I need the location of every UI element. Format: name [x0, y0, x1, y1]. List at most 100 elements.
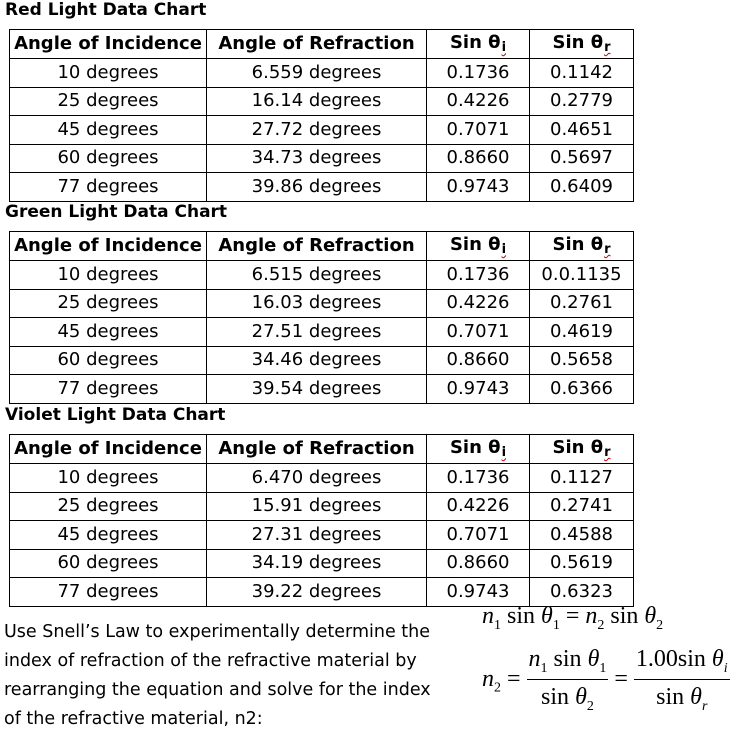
instructions-paragraph: Use Snell’s Law to experimentally determ… [4, 618, 462, 734]
header-sin-theta-r: Sin θr [529, 29, 634, 59]
incidence-cell: 60 degrees [9, 345, 207, 375]
table-row: 45 degrees 27.31 degrees 0.7071 0.4588 [9, 520, 634, 550]
sin-r-cell: 0.1142 [529, 58, 634, 88]
header-sin-theta-i: Sin θi [426, 231, 530, 261]
refraction-cell: 27.51 degrees [206, 317, 427, 347]
sin-r-cell: 0.6366 [529, 374, 634, 404]
refraction-cell: 15.91 degrees [206, 491, 427, 521]
table-row: 45 degrees 27.72 degrees 0.7071 0.4651 [9, 115, 634, 145]
violet-table-body: Angle of Incidence Angle of Refraction S… [9, 434, 634, 607]
refraction-cell: 6.559 degrees [206, 58, 427, 88]
sin-r-cell: 0.0.1135 [529, 260, 634, 290]
incidence-cell: 25 degrees [9, 288, 207, 318]
sin-i-cell: 0.9743 [426, 172, 530, 202]
table-row: 25 degrees 16.03 degrees 0.4226 0.2761 [9, 288, 634, 318]
sin-r-cell: 0.5697 [529, 143, 634, 173]
refraction-cell: 39.22 degrees [206, 577, 427, 607]
refraction-cell: 39.54 degrees [206, 374, 427, 404]
refraction-cell: 6.515 degrees [206, 260, 427, 290]
refraction-cell: 16.14 degrees [206, 86, 427, 116]
table-row: 25 degrees 16.14 degrees 0.4226 0.2779 [9, 86, 634, 116]
refraction-cell: 34.19 degrees [206, 548, 427, 578]
solved-n2-equation: n2 = n1 sin θ1 sin θ2 = 1.00sin θi sin θ… [482, 646, 730, 714]
table-row: 60 degrees 34.46 degrees 0.8660 0.5658 [9, 345, 634, 375]
refraction-cell: 34.73 degrees [206, 143, 427, 173]
incidence-cell: 25 degrees [9, 491, 207, 521]
sin-i-cell: 0.9743 [426, 577, 530, 607]
incidence-cell: 45 degrees [9, 520, 207, 550]
sin-r-cell: 0.4651 [529, 115, 634, 145]
header-angle-of-refraction: Angle of Refraction [206, 231, 427, 261]
table-row: 10 degrees 6.470 degrees 0.1736 0.1127 [9, 463, 634, 493]
header-angle-of-incidence: Angle of Incidence [9, 434, 207, 464]
sin-r-cell: 0.4588 [529, 520, 634, 550]
incidence-cell: 77 degrees [9, 577, 207, 607]
green-table-title: Green Light Data Chart [5, 202, 228, 222]
sin-r-cell: 0.2779 [529, 86, 634, 116]
table-header-row: Angle of Incidence Angle of Refraction S… [9, 29, 634, 59]
sin-i-cell: 0.7071 [426, 317, 530, 347]
sin-i-cell: 0.4226 [426, 86, 530, 116]
sin-r-cell: 0.2741 [529, 491, 634, 521]
sin-r-cell: 0.5658 [529, 345, 634, 375]
table-header-row: Angle of Incidence Angle of Refraction S… [9, 434, 634, 464]
sin-i-cell: 0.4226 [426, 288, 530, 318]
table-row: 10 degrees 6.515 degrees 0.1736 0.0.1135 [9, 260, 634, 290]
sin-r-cell: 0.6323 [529, 577, 634, 607]
green-light-table: Angle of Incidence Angle of Refraction S… [9, 231, 634, 404]
fraction-numeric: 1.00sin θi sin θr [633, 646, 730, 714]
sin-i-cell: 0.8660 [426, 345, 530, 375]
header-sin-theta-i: Sin θi [426, 29, 530, 59]
table-row: 77 degrees 39.86 degrees 0.9743 0.6409 [9, 172, 634, 202]
sin-i-cell: 0.9743 [426, 374, 530, 404]
header-sin-theta-r: Sin θr [529, 434, 634, 464]
green-table-body: Angle of Incidence Angle of Refraction S… [9, 231, 634, 404]
table-row: 45 degrees 27.51 degrees 0.7071 0.4619 [9, 317, 634, 347]
incidence-cell: 60 degrees [9, 548, 207, 578]
table-row: 25 degrees 15.91 degrees 0.4226 0.2741 [9, 491, 634, 521]
sin-i-cell: 0.8660 [426, 548, 530, 578]
instruction-line: rearranging the equation and solve for t… [4, 680, 431, 700]
header-angle-of-incidence: Angle of Incidence [9, 231, 207, 261]
incidence-cell: 77 degrees [9, 374, 207, 404]
instruction-line: Use Snell’s Law to experimentally determ… [4, 622, 430, 642]
sin-i-cell: 0.1736 [426, 260, 530, 290]
red-light-table: Angle of Incidence Angle of Refraction S… [9, 29, 634, 202]
sin-r-cell: 0.5619 [529, 548, 634, 578]
sin-i-cell: 0.4226 [426, 491, 530, 521]
header-sin-theta-r: Sin θr [529, 231, 634, 261]
table-row: 77 degrees 39.54 degrees 0.9743 0.6366 [9, 374, 634, 404]
refraction-cell: 34.46 degrees [206, 345, 427, 375]
table-header-row: Angle of Incidence Angle of Refraction S… [9, 231, 634, 261]
header-sin-theta-i: Sin θi [426, 434, 530, 464]
table-row: 10 degrees 6.559 degrees 0.1736 0.1142 [9, 58, 634, 88]
table-row: 60 degrees 34.73 degrees 0.8660 0.5697 [9, 143, 634, 173]
sin-r-cell: 0.2761 [529, 288, 634, 318]
header-angle-of-incidence: Angle of Incidence [9, 29, 207, 59]
refraction-cell: 16.03 degrees [206, 288, 427, 318]
refraction-cell: 27.31 degrees [206, 520, 427, 550]
sin-i-cell: 0.1736 [426, 58, 530, 88]
incidence-cell: 25 degrees [9, 86, 207, 116]
table-row: 60 degrees 34.19 degrees 0.8660 0.5619 [9, 548, 634, 578]
red-table-body: Angle of Incidence Angle of Refraction S… [9, 29, 634, 202]
instruction-line: of the refractive material, n2: [4, 709, 263, 729]
refraction-cell: 39.86 degrees [206, 172, 427, 202]
sin-i-cell: 0.7071 [426, 115, 530, 145]
header-angle-of-refraction: Angle of Refraction [206, 434, 427, 464]
sin-i-cell: 0.8660 [426, 143, 530, 173]
header-angle-of-refraction: Angle of Refraction [206, 29, 427, 59]
violet-table-title: Violet Light Data Chart [5, 405, 226, 425]
incidence-cell: 10 degrees [9, 463, 207, 493]
incidence-cell: 10 degrees [9, 58, 207, 88]
sin-r-cell: 0.6409 [529, 172, 634, 202]
refraction-cell: 27.72 degrees [206, 115, 427, 145]
table-row: 77 degrees 39.22 degrees 0.9743 0.6323 [9, 577, 634, 607]
instruction-line: index of refraction of the refractive ma… [4, 651, 417, 671]
incidence-cell: 45 degrees [9, 115, 207, 145]
refraction-cell: 6.470 degrees [206, 463, 427, 493]
fraction-general: n1 sin θ1 sin θ2 [526, 646, 609, 714]
sin-i-cell: 0.1736 [426, 463, 530, 493]
red-table-title: Red Light Data Chart [5, 0, 207, 20]
violet-light-table: Angle of Incidence Angle of Refraction S… [9, 434, 634, 607]
